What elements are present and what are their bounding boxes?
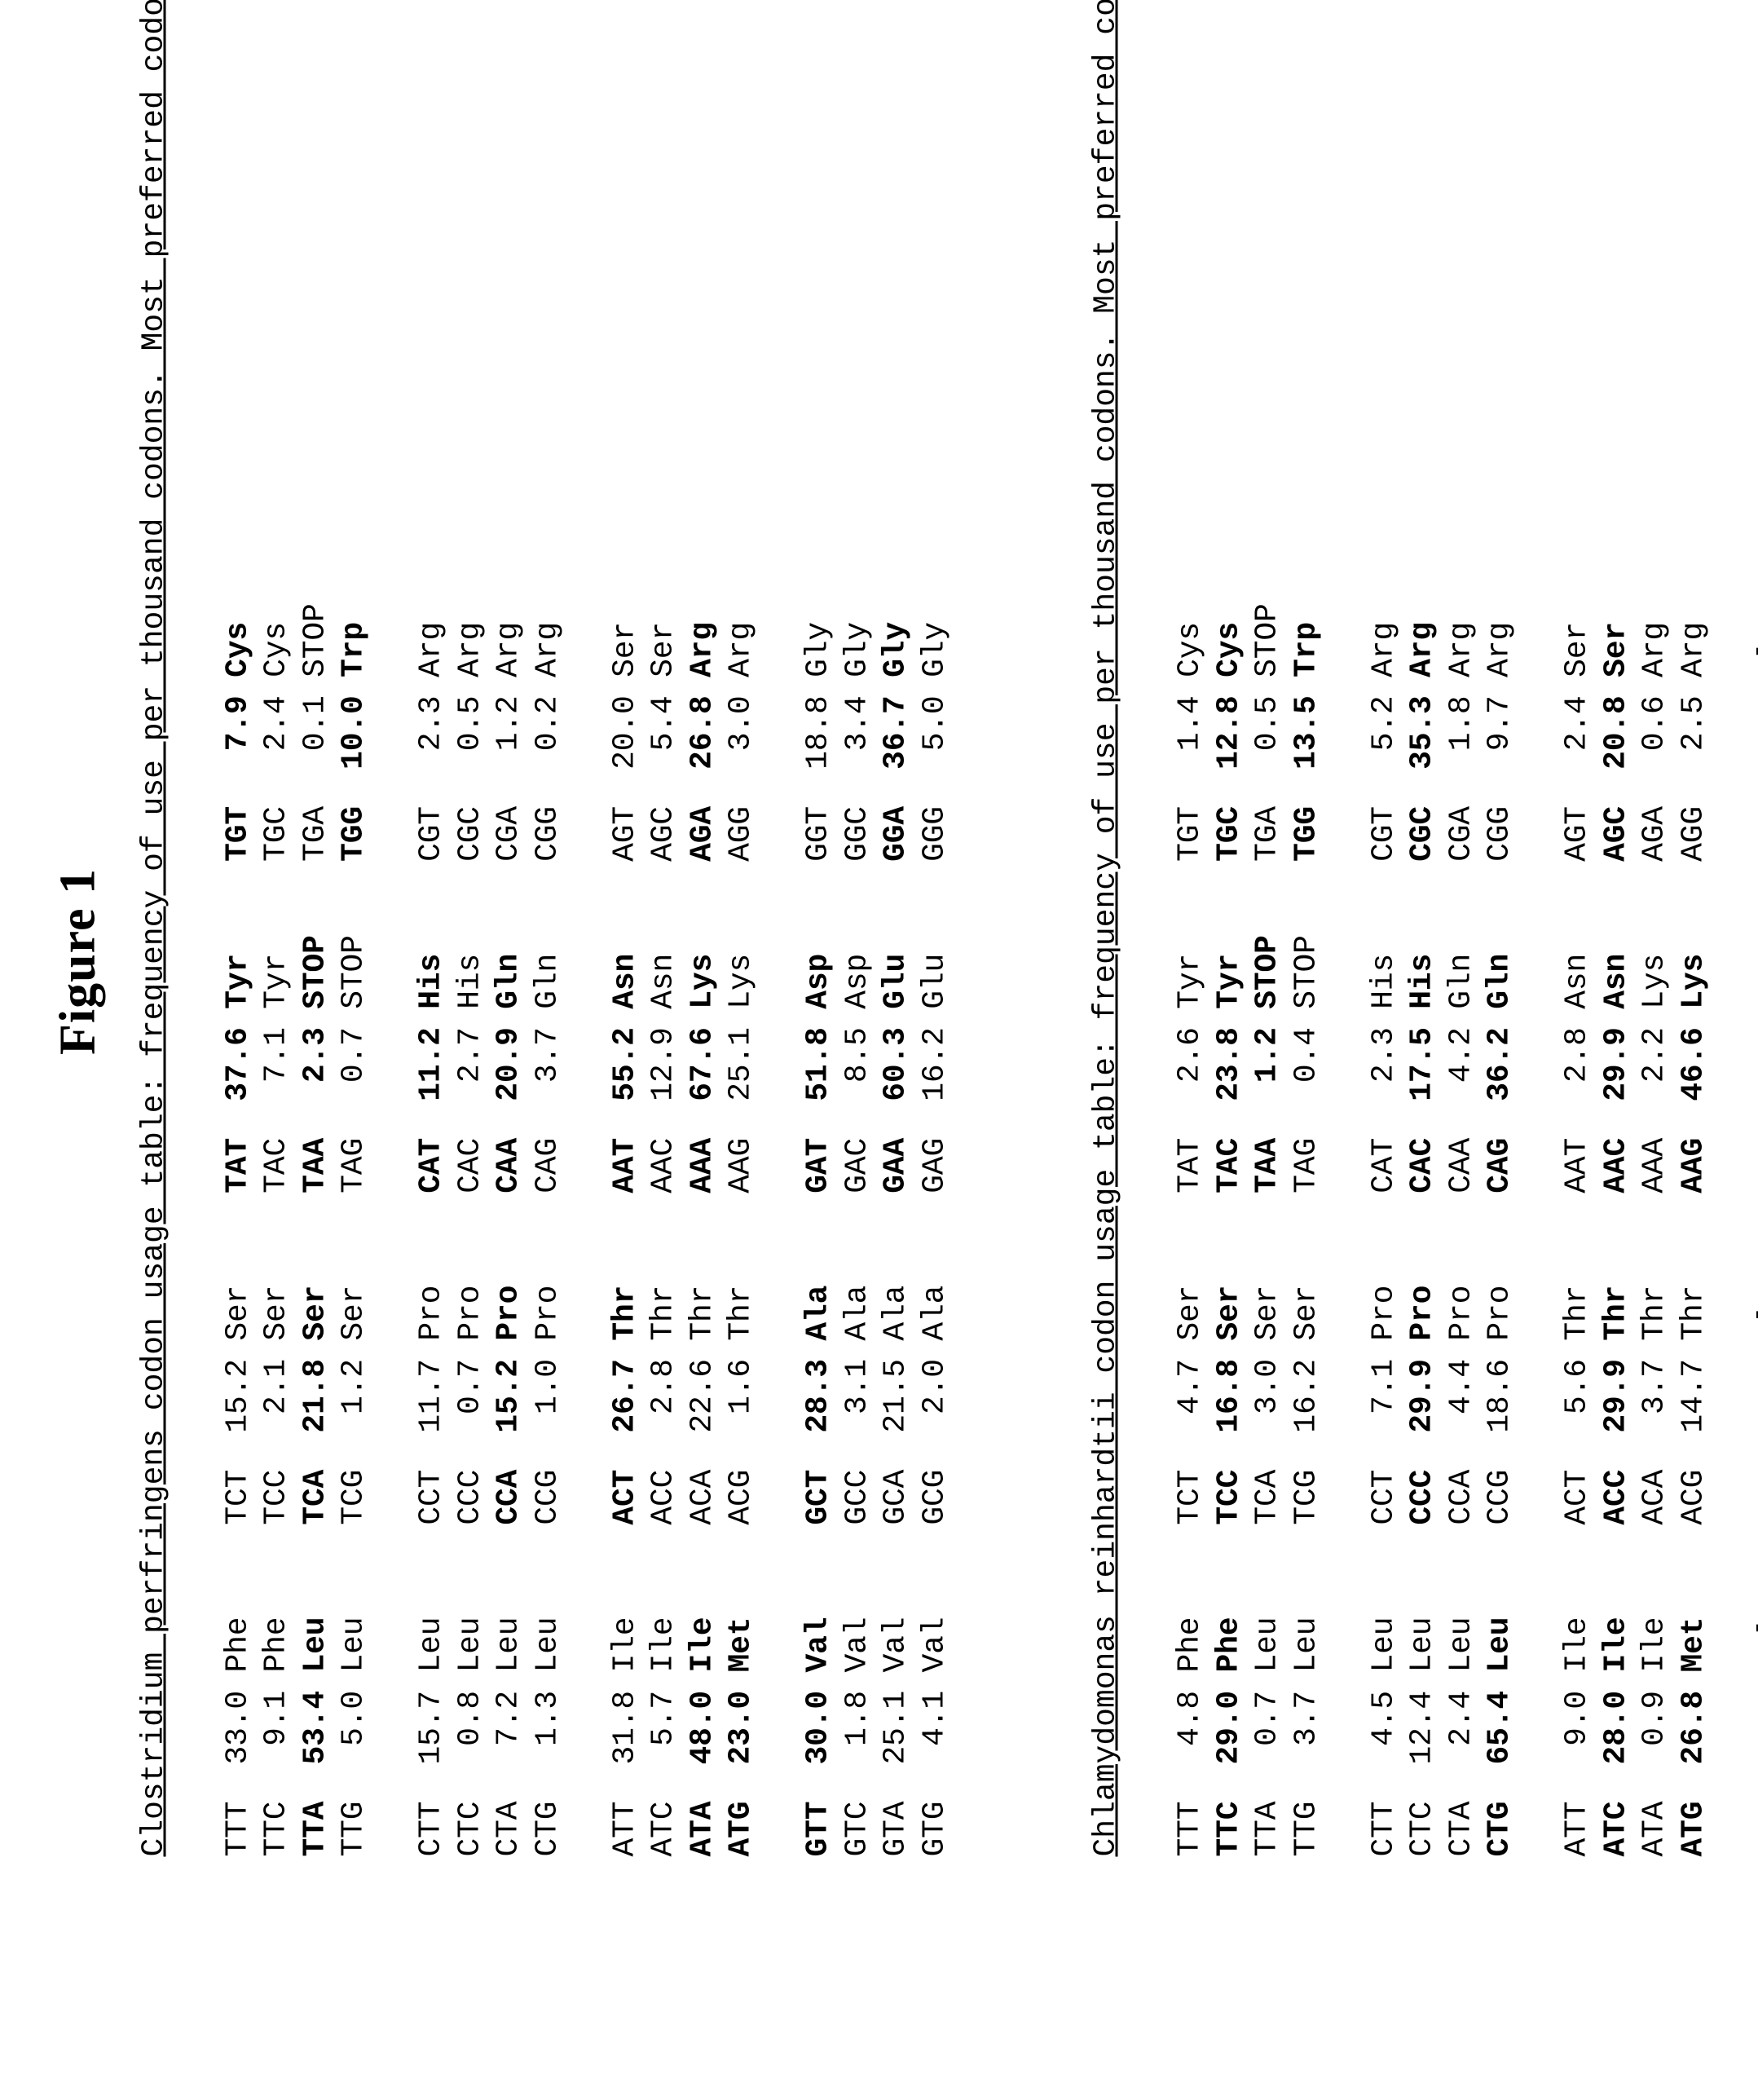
table2-body: TTT 4.8 Phe TCT 4.7 Ser TAT 2.6 Tyr TGT …	[1171, 67, 1758, 1857]
table1-body: TTT 33.0 Phe TCT 15.2 Ser TAT 37.6 Tyr T…	[218, 67, 954, 1857]
table1-title: Clostridium perfringens codon usage tabl…	[136, 67, 171, 1857]
figure-title: Figure 1	[49, 67, 107, 1857]
table2-title: Chlamydomonas reinhardtii codon usage ta…	[1089, 67, 1124, 1857]
